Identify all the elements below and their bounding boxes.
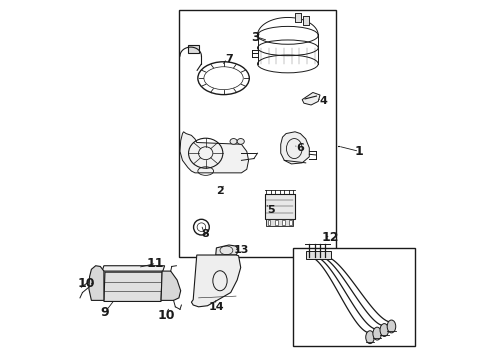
Bar xyxy=(295,13,300,22)
Ellipse shape xyxy=(230,139,237,144)
Text: 2: 2 xyxy=(216,186,224,196)
Polygon shape xyxy=(192,255,241,307)
Text: 3: 3 xyxy=(251,31,260,44)
Text: 10: 10 xyxy=(158,309,175,322)
Polygon shape xyxy=(89,266,104,300)
Text: 7: 7 xyxy=(225,54,233,64)
Polygon shape xyxy=(102,266,165,271)
Polygon shape xyxy=(104,272,162,301)
Bar xyxy=(265,194,295,219)
Polygon shape xyxy=(302,93,320,105)
Text: 10: 10 xyxy=(77,277,95,290)
Text: 9: 9 xyxy=(100,306,109,319)
Ellipse shape xyxy=(373,327,381,340)
Ellipse shape xyxy=(387,320,396,333)
Text: 11: 11 xyxy=(146,257,164,270)
Text: 6: 6 xyxy=(296,143,304,153)
Ellipse shape xyxy=(366,331,374,343)
Bar xyxy=(268,220,270,225)
Text: 13: 13 xyxy=(234,245,249,255)
Text: 14: 14 xyxy=(209,302,224,312)
Ellipse shape xyxy=(380,324,389,337)
Text: 4: 4 xyxy=(319,96,327,107)
Bar xyxy=(303,16,309,25)
Polygon shape xyxy=(216,245,239,255)
Bar xyxy=(282,220,285,225)
Bar xyxy=(303,16,309,25)
Text: 12: 12 xyxy=(322,231,340,244)
Polygon shape xyxy=(281,132,309,164)
Bar xyxy=(267,219,293,226)
Polygon shape xyxy=(180,132,248,173)
Bar xyxy=(289,220,292,225)
Bar xyxy=(188,45,198,53)
Text: 1: 1 xyxy=(355,145,364,158)
Bar xyxy=(295,13,300,22)
Bar xyxy=(179,10,336,257)
Text: 5: 5 xyxy=(267,205,274,215)
Bar xyxy=(293,248,415,346)
Polygon shape xyxy=(161,271,181,300)
Bar xyxy=(306,251,331,258)
Ellipse shape xyxy=(237,139,245,144)
Bar xyxy=(275,220,278,225)
Text: 8: 8 xyxy=(202,229,210,239)
